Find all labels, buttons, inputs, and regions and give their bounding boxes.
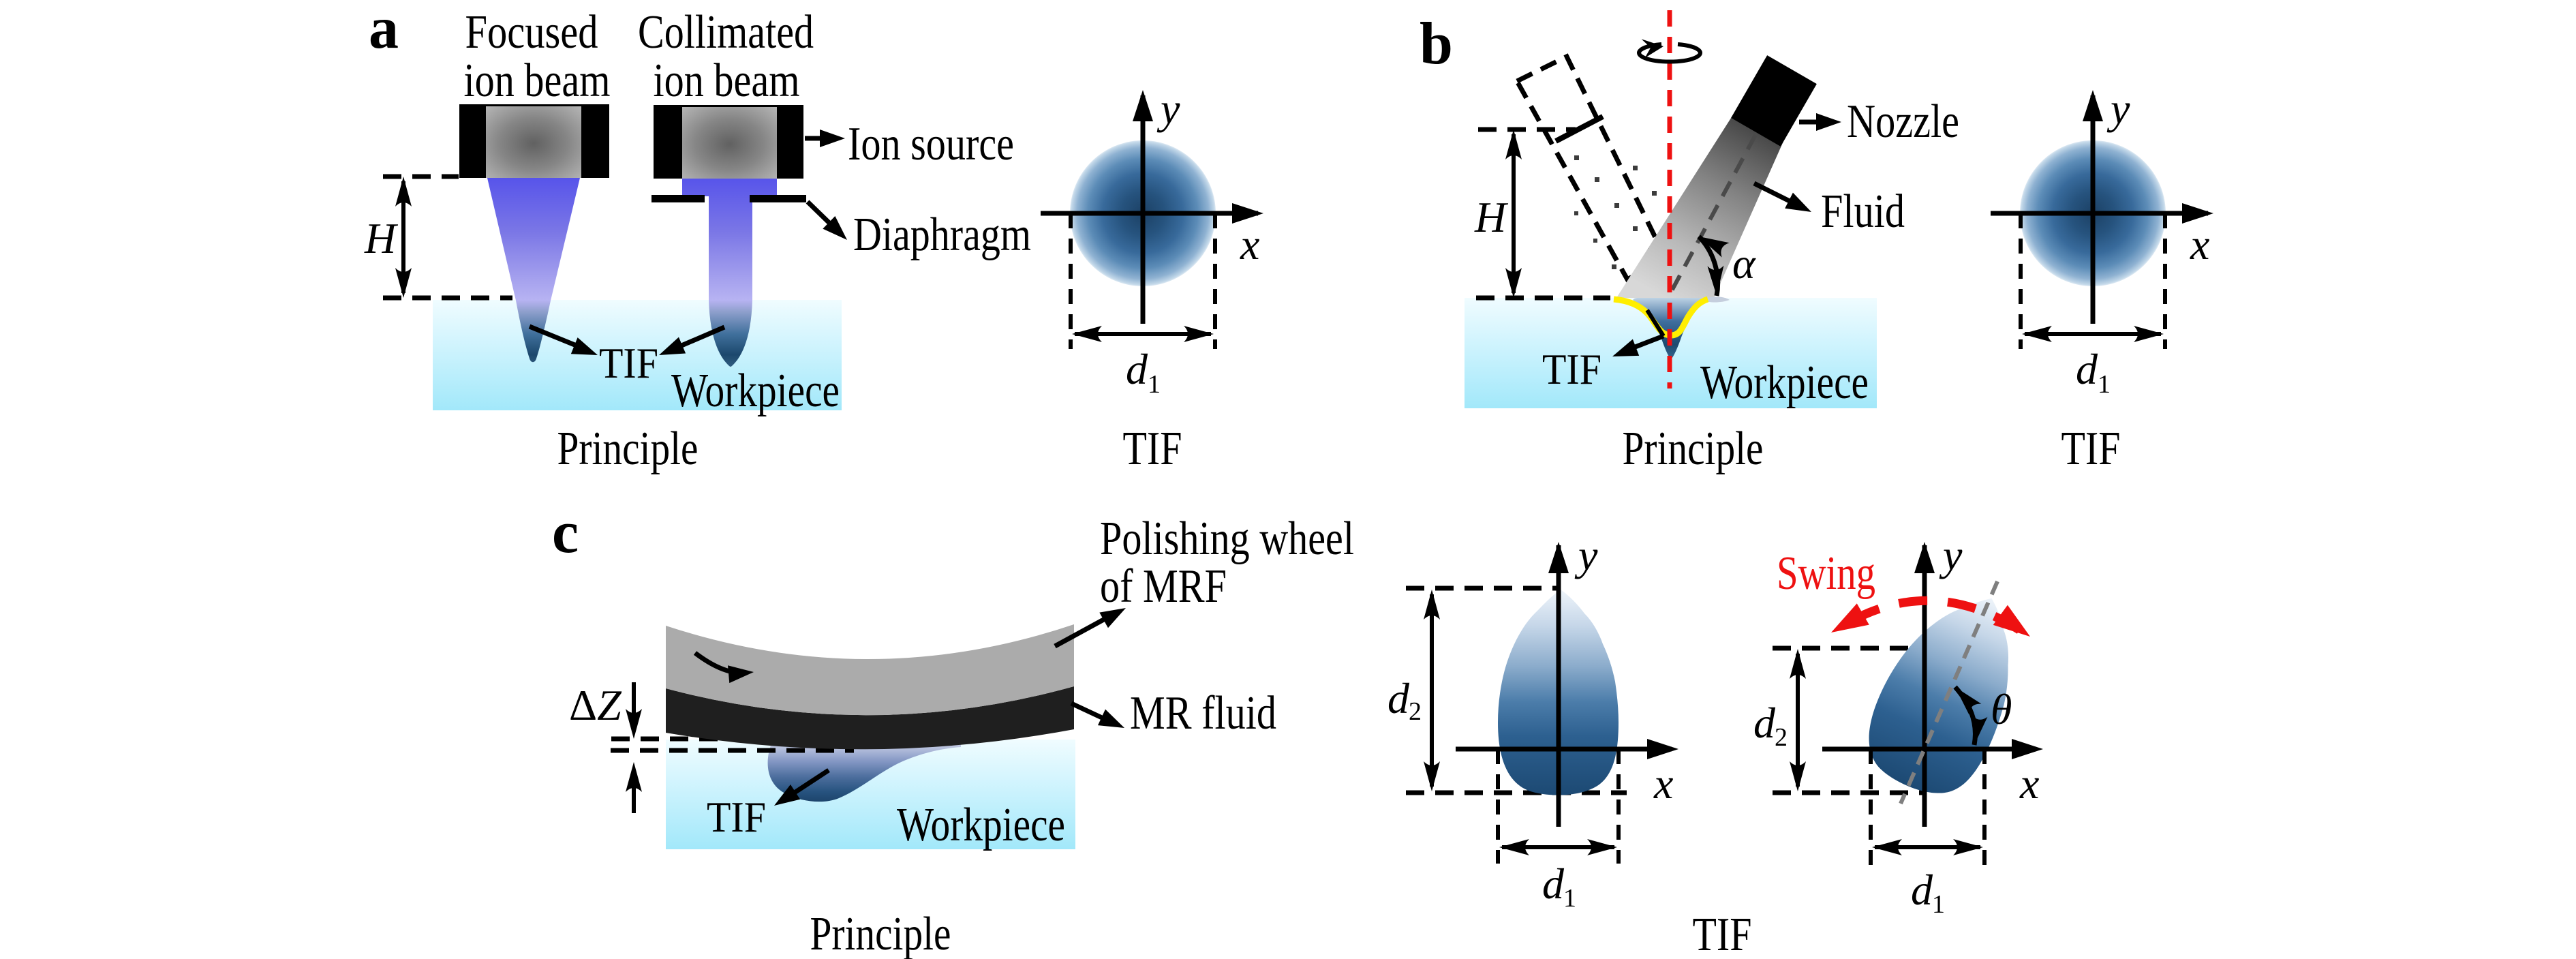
svg-text:y: y <box>1939 531 1963 579</box>
svg-text:TIF: TIF <box>2061 423 2121 475</box>
svg-text:TIF: TIF <box>1123 423 1182 475</box>
svg-text:1: 1 <box>1148 370 1161 399</box>
svg-text:Polishing wheel: Polishing wheel <box>1100 513 1354 565</box>
svg-text:Nozzle: Nozzle <box>1847 95 1959 148</box>
svg-text:x: x <box>2019 759 2039 808</box>
svg-text:Workpiece: Workpiece <box>1700 356 1869 409</box>
svg-text:a: a <box>369 0 399 61</box>
svg-text:MR fluid: MR fluid <box>1130 687 1276 740</box>
svg-text:TIF: TIF <box>599 339 658 387</box>
svg-text:d: d <box>1911 866 1933 914</box>
svg-text:TIF: TIF <box>1693 909 1752 959</box>
svg-text:1: 1 <box>1932 890 1945 919</box>
svg-text:d: d <box>1753 699 1776 747</box>
svg-text:x: x <box>1653 759 1673 808</box>
svg-text:1: 1 <box>1563 884 1576 913</box>
svg-text:α: α <box>1732 239 1756 288</box>
svg-text:x: x <box>2190 220 2209 269</box>
svg-text:d: d <box>1542 859 1565 908</box>
svg-text:ion beam: ion beam <box>464 55 611 107</box>
svg-text:ion beam: ion beam <box>654 55 800 107</box>
svg-text:d: d <box>1387 674 1410 722</box>
svg-text:c: c <box>552 500 579 566</box>
svg-text:2: 2 <box>1409 697 1422 726</box>
svg-text:1: 1 <box>2098 370 2111 399</box>
svg-text:TIF: TIF <box>1542 345 1601 393</box>
svg-text:θ: θ <box>1991 685 2012 733</box>
svg-text:Principle: Principle <box>1623 423 1764 475</box>
svg-text:Focused: Focused <box>465 6 598 59</box>
svg-text:H: H <box>1474 193 1509 241</box>
svg-text:H: H <box>364 214 399 262</box>
svg-text:ΔZ: ΔZ <box>569 681 622 729</box>
svg-text:2: 2 <box>1775 723 1788 752</box>
svg-text:Swing: Swing <box>1777 547 1875 600</box>
svg-text:Collimated: Collimated <box>638 6 814 59</box>
svg-text:Diaphragm: Diaphragm <box>853 209 1031 261</box>
svg-text:Principle: Principle <box>810 908 951 959</box>
svg-text:Workpiece: Workpiece <box>671 365 840 417</box>
svg-text:Ion source: Ion source <box>848 118 1014 170</box>
svg-text:y: y <box>1156 85 1180 133</box>
svg-text:Principle: Principle <box>557 423 699 475</box>
svg-text:Fluid: Fluid <box>1821 185 1905 238</box>
svg-text:Workpiece: Workpiece <box>897 799 1065 851</box>
svg-text:d: d <box>2076 345 2098 393</box>
svg-text:x: x <box>1240 220 1259 269</box>
svg-text:y: y <box>2106 85 2130 133</box>
svg-text:y: y <box>1574 531 1598 579</box>
svg-text:of MRF: of MRF <box>1100 560 1227 613</box>
svg-text:d: d <box>1126 345 1148 393</box>
svg-text:TIF: TIF <box>707 793 766 841</box>
svg-text:b: b <box>1420 11 1453 77</box>
